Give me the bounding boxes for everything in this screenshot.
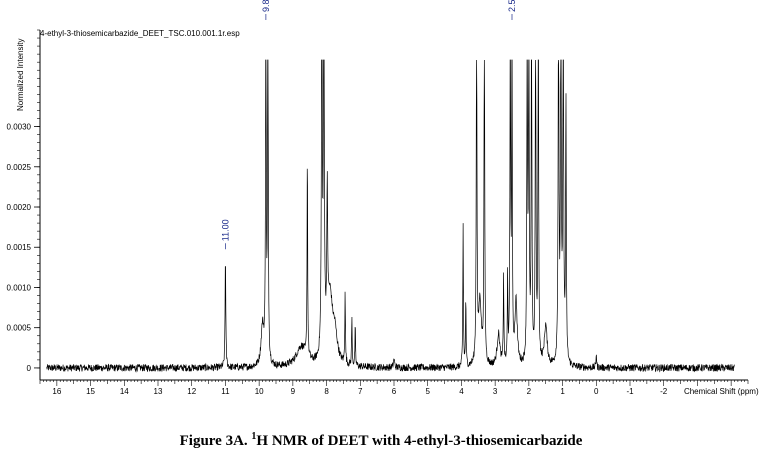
x-tick-label: 6 [392,387,397,396]
x-tick-label: -2 [660,387,668,396]
caption-superscript: 1 [251,431,257,442]
y-tick-label: 0.0010 [7,283,32,292]
y-tick-label: 0 [27,364,32,373]
spectrum-file-name: 4-ethyl-3-thiosemicarbazide_DEET_TSC.010… [40,29,240,38]
y-tick-label: 0.0025 [7,163,32,172]
x-tick-label: 2 [527,387,532,396]
x-tick-label: 13 [154,387,163,396]
x-tick-label: 15 [86,387,95,396]
y-tick-label: 0.0030 [7,123,32,132]
x-tick-label: 8 [324,387,329,396]
spectrum-trace [46,59,735,373]
peak-label: 2.50 [507,0,517,12]
x-tick-label: 1 [560,387,565,396]
y-tick-label: 0.0015 [7,243,32,252]
x-tick-label: 0 [594,387,599,396]
x-tick-label: 3 [493,387,498,396]
x-tick-label: 10 [255,387,264,396]
x-tick-label: 9 [291,387,296,396]
x-tick-label: 16 [52,387,61,396]
x-tick-label: -1 [626,387,634,396]
figure-caption: Figure 3A. 1H NMR of DEET with 4-ethyl-3… [0,431,762,450]
x-tick-label: 14 [120,387,129,396]
x-axis-label: Chemical Shift (ppm) [684,387,759,396]
caption-prefix: Figure 3A. [179,433,252,449]
x-tick-label: 5 [425,387,430,396]
y-tick-label: 0.0020 [7,203,32,212]
x-tick-label: 11 [221,387,230,396]
peak-label: 9.80 [261,0,271,12]
caption-text: H NMR of DEET with 4-ethyl-3-thiosemicar… [256,433,583,449]
x-tick-label: 7 [358,387,363,396]
x-tick-label: 12 [187,387,196,396]
y-tick-label: 0.0005 [7,324,32,333]
x-tick-label: 4 [459,387,464,396]
peak-label: 11.00 [220,219,230,241]
y-axis-label: Normalized Intensity [16,39,25,111]
